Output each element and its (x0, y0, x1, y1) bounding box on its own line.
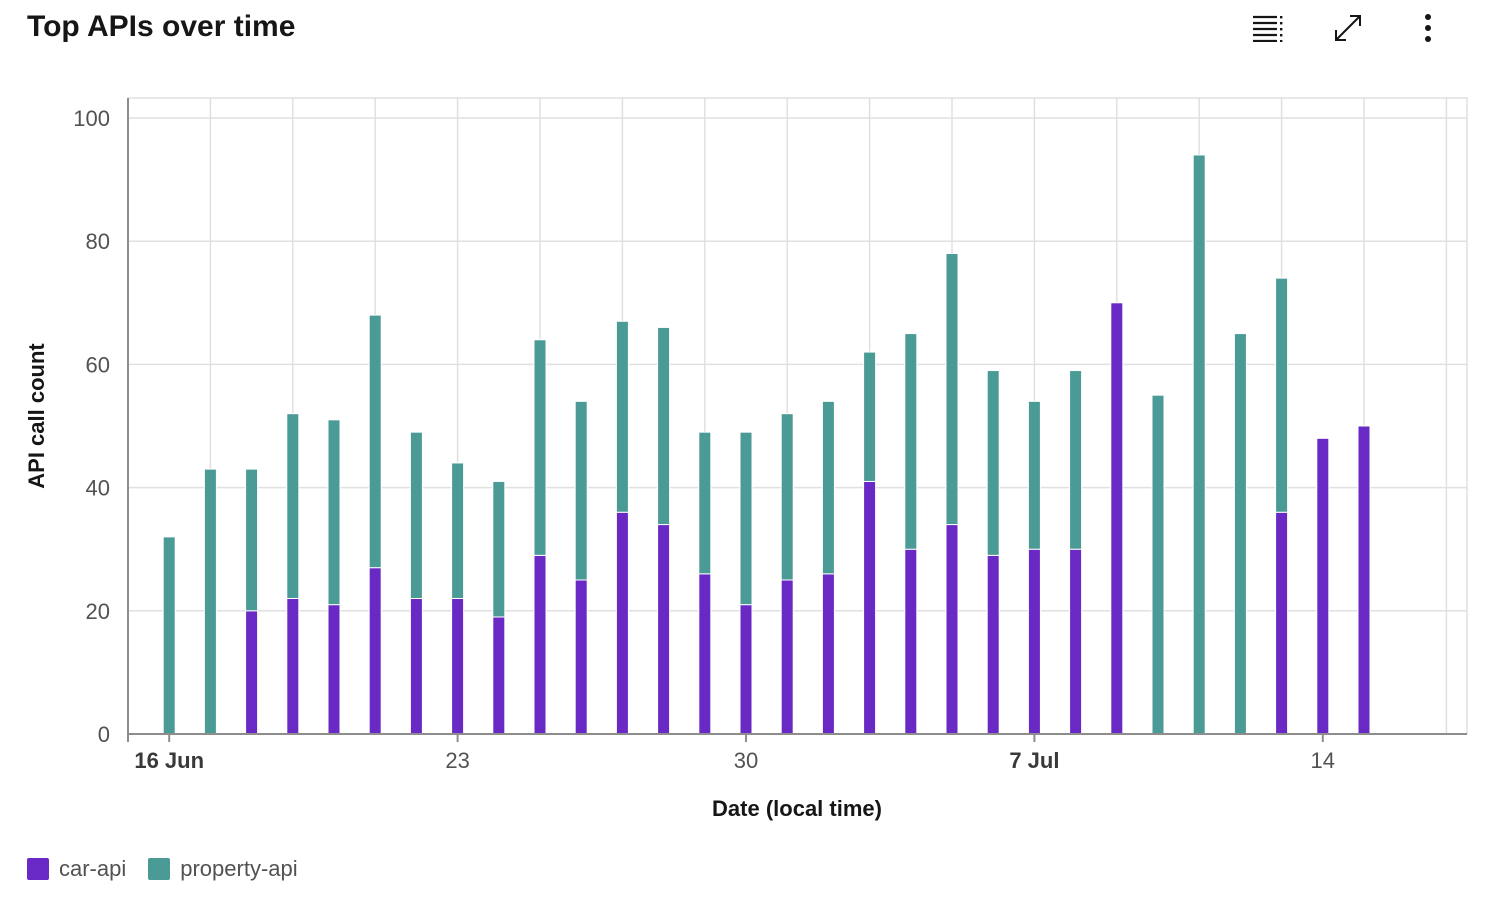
bar-property-api (368, 314, 382, 569)
bar-property-api (451, 462, 465, 599)
bar-car-api (451, 597, 465, 735)
bar-car-api (904, 548, 918, 735)
x-tick-label: 7 Jul (1009, 748, 1059, 773)
bar-property-api (780, 413, 794, 581)
bar-car-api (657, 524, 671, 735)
bar-car-api (327, 604, 341, 735)
bar-car-api (533, 554, 547, 735)
bar-car-api (1110, 302, 1124, 735)
legend: car-api property-api (27, 856, 320, 882)
x-tick-label: 16 Jun (134, 748, 204, 773)
bar-car-api (492, 616, 506, 735)
legend-label: property-api (180, 856, 298, 881)
bar-property-api (203, 468, 217, 735)
bar-property-api (327, 419, 341, 606)
y-tick-label: 80 (86, 229, 110, 254)
bar-car-api (1027, 548, 1041, 735)
bar-property-api (863, 351, 877, 482)
bar-property-api (1275, 277, 1289, 513)
chart-title: Top APIs over time (27, 10, 296, 43)
y-tick-label: 20 (86, 599, 110, 624)
bar-car-api (1357, 425, 1371, 735)
y-tick-label: 100 (73, 106, 110, 131)
bar-property-api (698, 431, 712, 575)
overflow-menu-button[interactable] (1408, 8, 1448, 48)
x-tick-label: 30 (734, 748, 758, 773)
axes: 0 20 40 60 80 100 16 Jun 23 30 7 Jul 14 (73, 98, 1467, 773)
bar-property-api (1069, 370, 1083, 550)
bar-car-api (863, 480, 877, 735)
legend-swatch (27, 858, 49, 880)
bar-property-api (574, 400, 588, 581)
y-tick-label: 60 (86, 352, 110, 377)
y-tick-label: 0 (98, 722, 110, 747)
bar-car-api (780, 579, 794, 735)
bar-car-api (739, 604, 753, 735)
bar-car-api (1069, 548, 1083, 735)
x-axis-title: Date (local time) (712, 796, 882, 821)
bar-property-api (1192, 154, 1206, 735)
bar-property-api (821, 400, 835, 575)
bar-car-api (409, 597, 423, 735)
bar-car-api (245, 610, 259, 735)
bar-property-api (739, 431, 753, 606)
bar-property-api (409, 431, 423, 599)
bar-car-api (945, 524, 959, 735)
y-axis-title: API call count (24, 343, 49, 489)
bar-property-api (1027, 400, 1041, 550)
overflow-menu-icon (1425, 14, 1431, 42)
legend-item-car-api[interactable]: car-api (27, 856, 126, 882)
bar-property-api (904, 333, 918, 550)
bar-car-api (698, 573, 712, 735)
bar-property-api (1151, 394, 1165, 735)
legend-swatch (148, 858, 171, 880)
bar-car-api (615, 511, 629, 735)
bar-property-api (286, 413, 300, 599)
table-view-button[interactable] (1248, 8, 1288, 48)
bar-car-api (986, 554, 1000, 735)
stacked-bar-chart: 0 20 40 60 80 100 16 Jun 23 30 7 Jul 14 API call c… (24, 97, 1468, 821)
bar-property-api (245, 468, 259, 612)
bar-property-api (945, 253, 959, 526)
bar-car-api (1275, 511, 1289, 735)
table-view-icon (1253, 15, 1283, 42)
legend-item-property-api[interactable]: property-api (148, 856, 298, 882)
x-tick-label: 23 (445, 748, 469, 773)
maximize-icon (1335, 15, 1361, 41)
bar-property-api (162, 536, 176, 735)
bar-property-api (1233, 333, 1247, 735)
bar-property-api (615, 320, 629, 513)
bar-property-api (657, 326, 671, 526)
bar-car-api (1316, 437, 1330, 735)
bar-property-api (492, 480, 506, 618)
y-tick-label: 40 (86, 476, 110, 501)
legend-label: car-api (59, 856, 127, 881)
x-tick-label: 14 (1311, 748, 1335, 773)
maximize-button[interactable] (1328, 8, 1368, 48)
bar-property-api (986, 370, 1000, 556)
bar-car-api (286, 597, 300, 735)
bar-property-api (533, 339, 547, 556)
bar-car-api (574, 579, 588, 735)
bar-car-api (821, 573, 835, 735)
bar-car-api (368, 567, 382, 735)
